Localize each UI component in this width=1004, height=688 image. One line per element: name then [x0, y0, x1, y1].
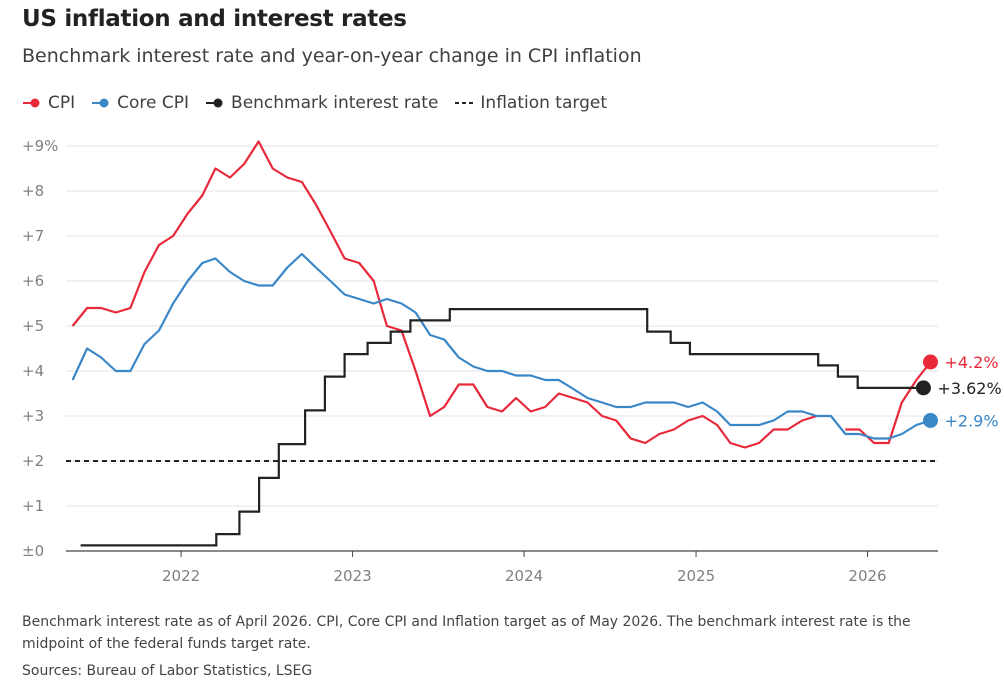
legend-item-inflation-target: Inflation target [454, 93, 607, 113]
x-tick-label: 2026 [848, 567, 886, 585]
legend-label-cpi: CPI [48, 93, 76, 113]
y-tick-label: +1 [22, 497, 44, 515]
cpi-line [71, 140, 932, 449]
legend-item-cpi: CPI [22, 93, 75, 113]
cpi-line-dot-icon [23, 98, 40, 108]
benchmark-rate-line-dot-icon [206, 98, 223, 108]
legend-item-benchmark-rate: Benchmark interest rate [205, 93, 438, 113]
legend-label-core-cpi: Core CPI [117, 93, 190, 113]
y-tick-label: +2 [22, 452, 44, 470]
y-tick-label: +8 [22, 182, 44, 200]
y-tick-label: +3 [22, 407, 44, 425]
x-tick-label: 2022 [162, 567, 200, 585]
chart-title: US inflation and interest rates [22, 6, 407, 32]
y-tick-label: +4 [22, 362, 44, 380]
x-tick-label: 2024 [505, 567, 543, 585]
cpi-end-marker [922, 354, 938, 370]
chart-subtitle: Benchmark interest rate and year-on-year… [22, 45, 642, 67]
benchmark-rate-end-marker [915, 380, 931, 396]
y-tick-label: +9% [22, 137, 58, 155]
y-tick-label: ±0 [22, 542, 44, 560]
y-tick-label: +7 [22, 227, 44, 245]
sources: Sources: Bureau of Labor Statistics, LSE… [22, 663, 313, 679]
chart-plot: ±0 +1 +2 +3 +4 +5 +6 +7 +8 +9% 2022 2023 2024 2025 202… [22, 137, 1002, 585]
x-tick-label: 2023 [334, 567, 372, 585]
legend-label-benchmark-rate: Benchmark interest rate [231, 93, 439, 113]
legend-label-inflation-target: Inflation target [480, 93, 607, 113]
core-cpi-end-marker [922, 413, 938, 428]
cpi-end-label: +4.2% [944, 353, 998, 372]
dashed-line-icon [455, 102, 476, 104]
footnote: Benchmark interest rate as of April 2026… [22, 614, 911, 652]
core-cpi-line [71, 252, 931, 440]
x-tick-label: 2025 [677, 567, 715, 585]
y-tick-label: +6 [22, 272, 44, 290]
legend: CPI Core CPI Benchmark interest rate Inf… [22, 93, 623, 113]
benchmark-rate-end-label: +3.62% [937, 379, 1001, 398]
legend-item-core-cpi: Core CPI [91, 93, 189, 113]
core-cpi-line-dot-icon [92, 98, 109, 108]
benchmark-rate-line [80, 308, 924, 547]
core-cpi-end-label: +2.9% [944, 412, 998, 431]
y-tick-label: +5 [22, 317, 44, 335]
